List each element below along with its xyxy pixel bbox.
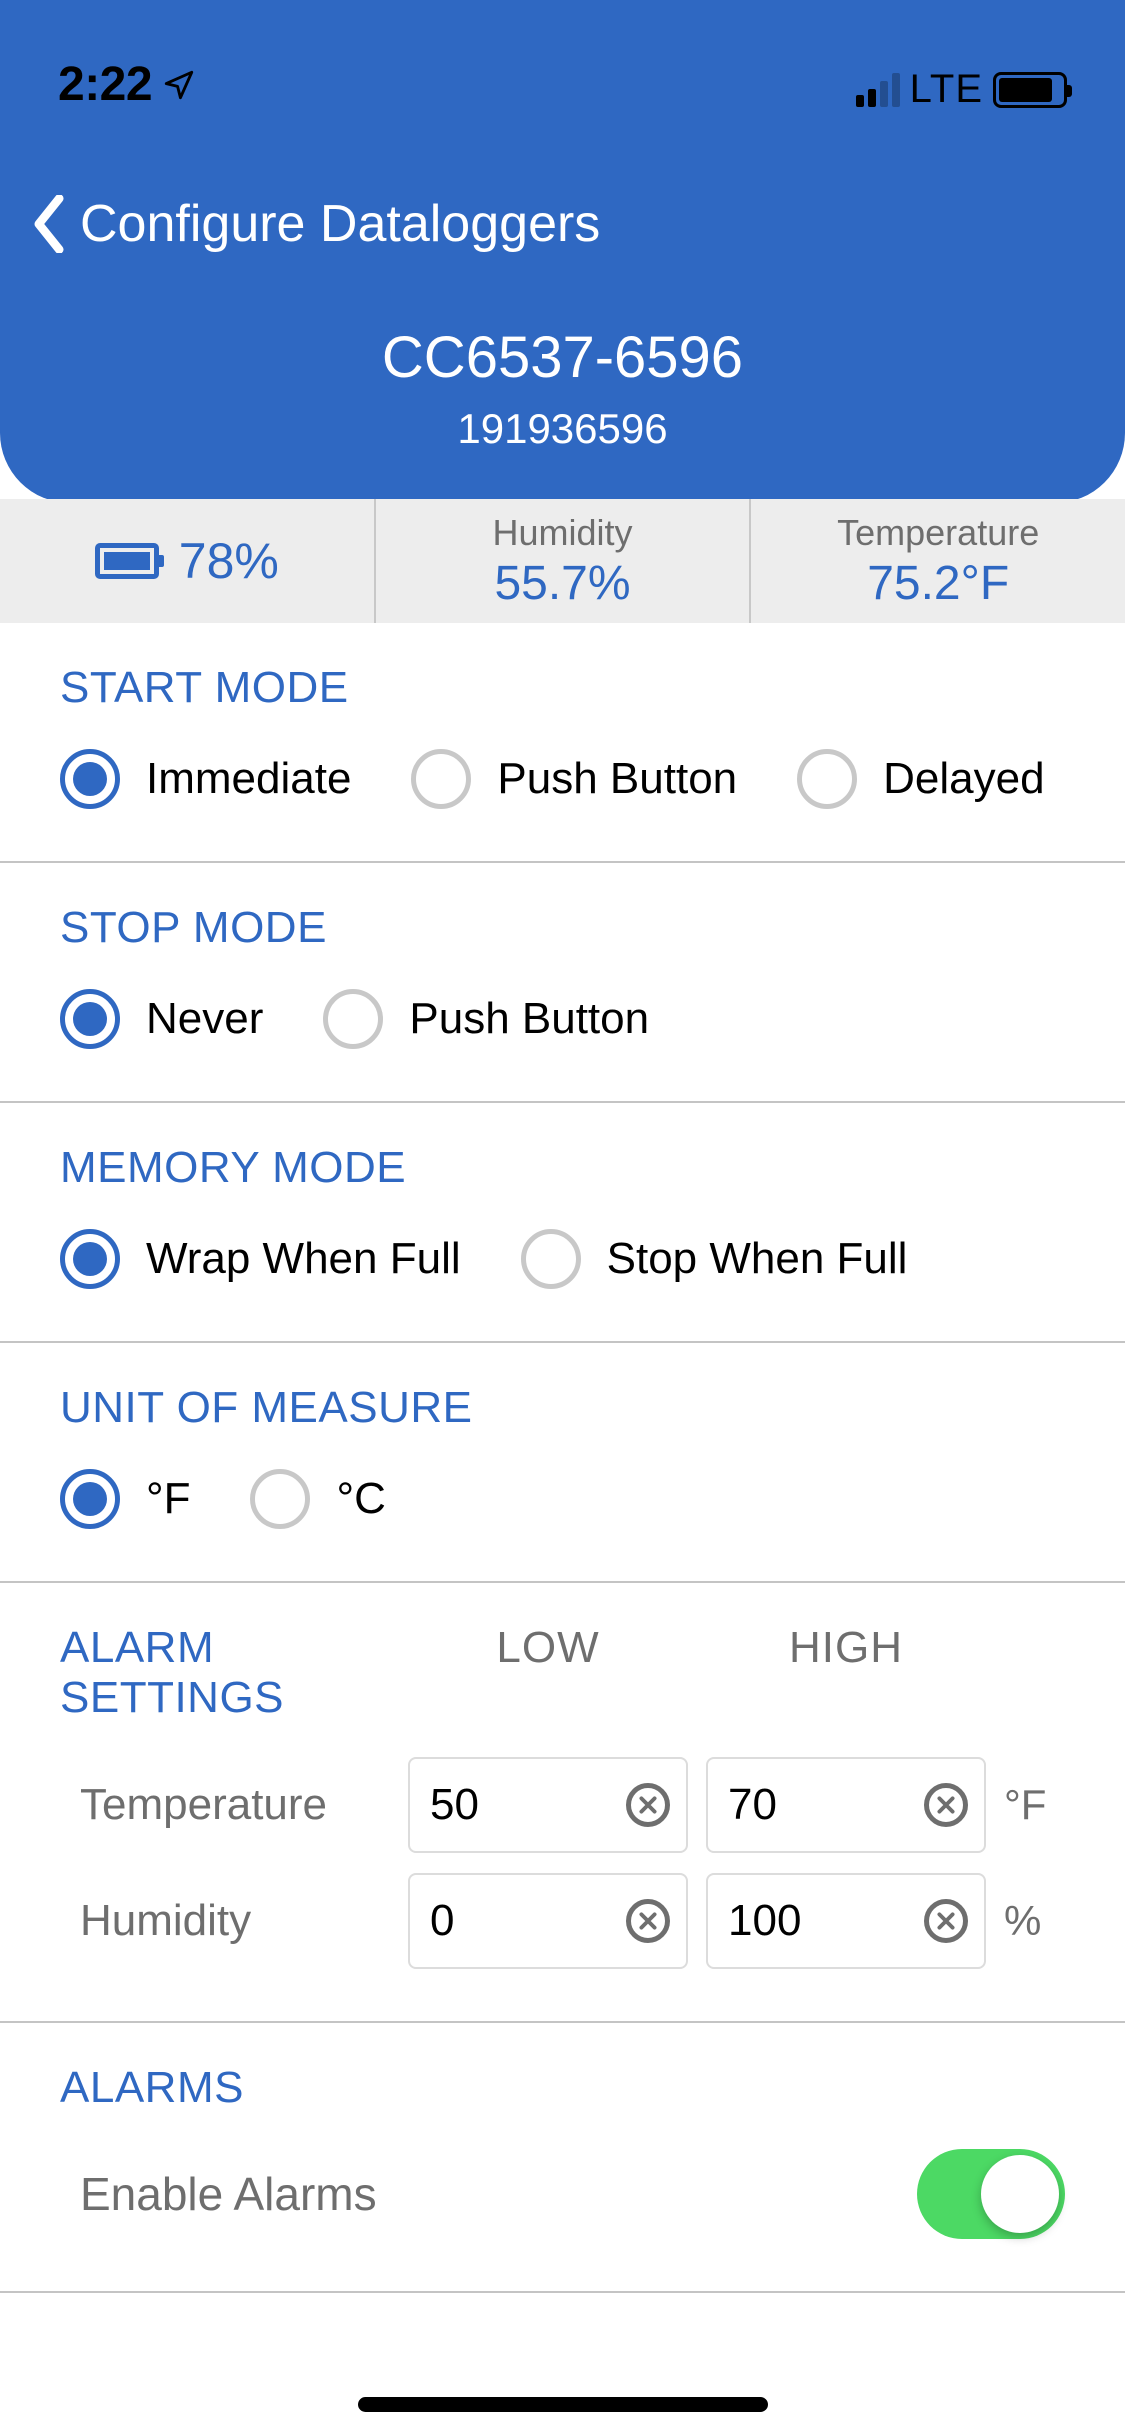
start-mode-title: START MODE: [60, 663, 1065, 713]
radio-push-button-stop[interactable]: Push Button: [323, 989, 649, 1049]
input-value: 70: [728, 1780, 777, 1830]
battery-percent: 78%: [179, 532, 279, 590]
humidity-value: 55.7%: [494, 556, 630, 611]
radio-icon: [60, 989, 120, 1049]
stop-mode-title: STOP MODE: [60, 903, 1065, 953]
device-name: CC6537-6596: [30, 324, 1095, 391]
input-value: 100: [728, 1896, 801, 1946]
battery-cell: 78%: [0, 499, 374, 623]
radio-icon: [60, 1229, 120, 1289]
input-value: 0: [430, 1896, 454, 1946]
start-mode-section: START MODE Immediate Push Button Delayed: [0, 623, 1125, 863]
radio-label: Immediate: [146, 754, 351, 804]
radio-label: Never: [146, 994, 263, 1044]
radio-icon: [797, 749, 857, 809]
radio-label: °F: [146, 1474, 190, 1524]
radio-icon: [323, 989, 383, 1049]
stop-mode-section: STOP MODE Never Push Button: [0, 863, 1125, 1103]
humidity-unit: %: [1004, 1897, 1094, 1945]
clear-icon[interactable]: [924, 1783, 968, 1827]
toggle-knob: [981, 2155, 1059, 2233]
low-header: LOW: [408, 1623, 688, 1723]
back-button[interactable]: Configure Dataloggers: [30, 194, 1095, 254]
location-services-icon: [162, 68, 196, 102]
radio-wrap-when-full[interactable]: Wrap When Full: [60, 1229, 461, 1289]
status-left: 2:22: [58, 57, 196, 112]
temperature-low-input[interactable]: 50: [408, 1757, 688, 1853]
radio-delayed[interactable]: Delayed: [797, 749, 1044, 809]
humidity-label: Humidity: [492, 512, 632, 554]
alarms-title: ALARMS: [60, 2063, 1065, 2113]
radio-stop-when-full[interactable]: Stop When Full: [521, 1229, 908, 1289]
header: Configure Dataloggers CC6537-6596 191936…: [0, 132, 1125, 503]
temperature-row-label: Temperature: [60, 1780, 390, 1830]
memory-mode-options: Wrap When Full Stop When Full: [60, 1229, 1065, 1289]
radio-icon: [60, 749, 120, 809]
device-serial: 191936596: [30, 405, 1095, 453]
humidity-high-input[interactable]: 100: [706, 1873, 986, 1969]
clear-icon[interactable]: [626, 1899, 670, 1943]
status-bar: 2:22 LTE: [0, 0, 1125, 132]
radio-label: Stop When Full: [607, 1234, 908, 1284]
alarm-settings-section: ALARM SETTINGS LOW HIGH Temperature 50 7…: [0, 1583, 1125, 2023]
battery-icon: [95, 543, 159, 579]
input-value: 50: [430, 1780, 479, 1830]
network-type: LTE: [910, 67, 983, 112]
radio-label: Wrap When Full: [146, 1234, 461, 1284]
memory-mode-section: MEMORY MODE Wrap When Full Stop When Ful…: [0, 1103, 1125, 1343]
unit-measure-options: °F °C: [60, 1469, 1065, 1529]
temperature-cell: Temperature 75.2°F: [749, 499, 1125, 623]
humidity-low-input[interactable]: 0: [408, 1873, 688, 1969]
radio-fahrenheit[interactable]: °F: [60, 1469, 190, 1529]
memory-mode-title: MEMORY MODE: [60, 1143, 1065, 1193]
radio-label: Push Button: [497, 754, 737, 804]
battery-status-icon: [993, 72, 1067, 108]
humidity-cell: Humidity 55.7%: [374, 499, 750, 623]
unit-measure-title: UNIT OF MEASURE: [60, 1383, 1065, 1433]
temperature-unit: °F: [1004, 1781, 1094, 1829]
radio-icon: [521, 1229, 581, 1289]
radio-label: Push Button: [409, 994, 649, 1044]
chevron-left-icon: [30, 195, 68, 253]
enable-alarms-toggle[interactable]: [917, 2149, 1065, 2239]
temperature-value: 75.2°F: [867, 556, 1009, 611]
status-time: 2:22: [58, 57, 152, 112]
alarms-section: ALARMS Enable Alarms: [0, 2023, 1125, 2293]
radio-celsius[interactable]: °C: [250, 1469, 385, 1529]
radio-label: Delayed: [883, 754, 1044, 804]
home-indicator[interactable]: [358, 2397, 768, 2412]
high-header: HIGH: [706, 1623, 986, 1723]
alarm-grid: Temperature 50 70 °F Humidity 0 100: [60, 1757, 1065, 1969]
status-right: LTE: [856, 67, 1067, 112]
radio-icon: [411, 749, 471, 809]
alarm-settings-title: ALARM SETTINGS: [60, 1623, 390, 1723]
radio-never[interactable]: Never: [60, 989, 263, 1049]
clear-icon[interactable]: [626, 1783, 670, 1827]
radio-icon: [250, 1469, 310, 1529]
radio-icon: [60, 1469, 120, 1529]
humidity-row-label: Humidity: [60, 1896, 390, 1946]
info-strip: 78% Humidity 55.7% Temperature 75.2°F: [0, 499, 1125, 623]
unit-measure-section: UNIT OF MEASURE °F °C: [0, 1343, 1125, 1583]
radio-label: °C: [336, 1474, 385, 1524]
stop-mode-options: Never Push Button: [60, 989, 1065, 1049]
temperature-high-input[interactable]: 70: [706, 1757, 986, 1853]
clear-icon[interactable]: [924, 1899, 968, 1943]
temperature-label: Temperature: [837, 512, 1039, 554]
enable-alarms-label: Enable Alarms: [80, 2167, 377, 2221]
enable-alarms-row: Enable Alarms: [60, 2149, 1065, 2239]
start-mode-options: Immediate Push Button Delayed: [60, 749, 1065, 809]
back-title: Configure Dataloggers: [80, 194, 600, 254]
radio-push-button[interactable]: Push Button: [411, 749, 737, 809]
radio-immediate[interactable]: Immediate: [60, 749, 351, 809]
cellular-signal-icon: [856, 73, 900, 107]
